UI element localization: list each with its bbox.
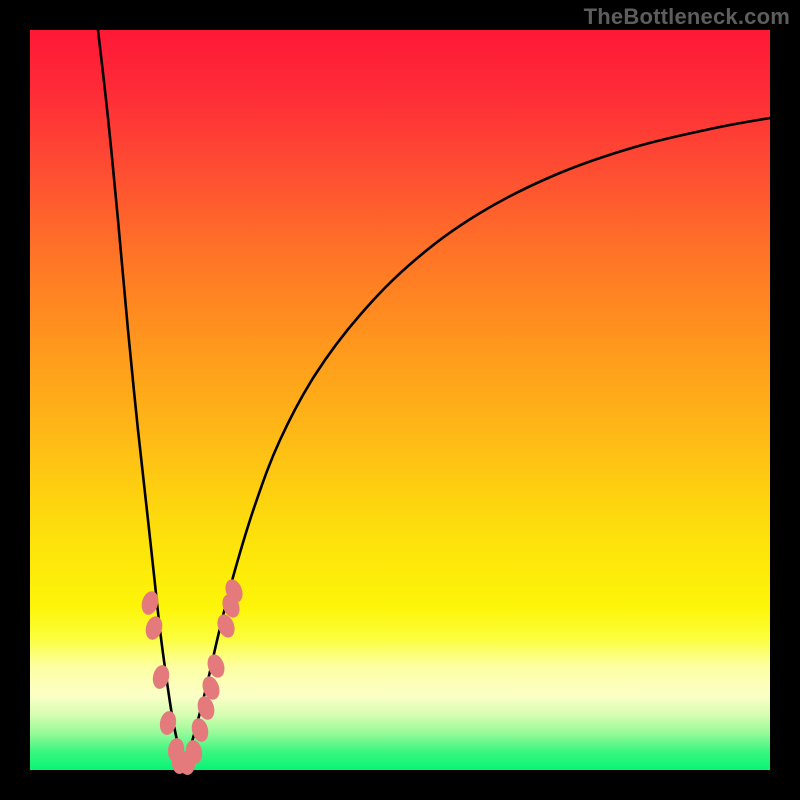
watermark-text: TheBottleneck.com	[584, 4, 790, 30]
chart-canvas: TheBottleneck.com	[0, 0, 800, 800]
bottleneck-curve	[30, 30, 770, 770]
plot-area	[30, 30, 770, 770]
